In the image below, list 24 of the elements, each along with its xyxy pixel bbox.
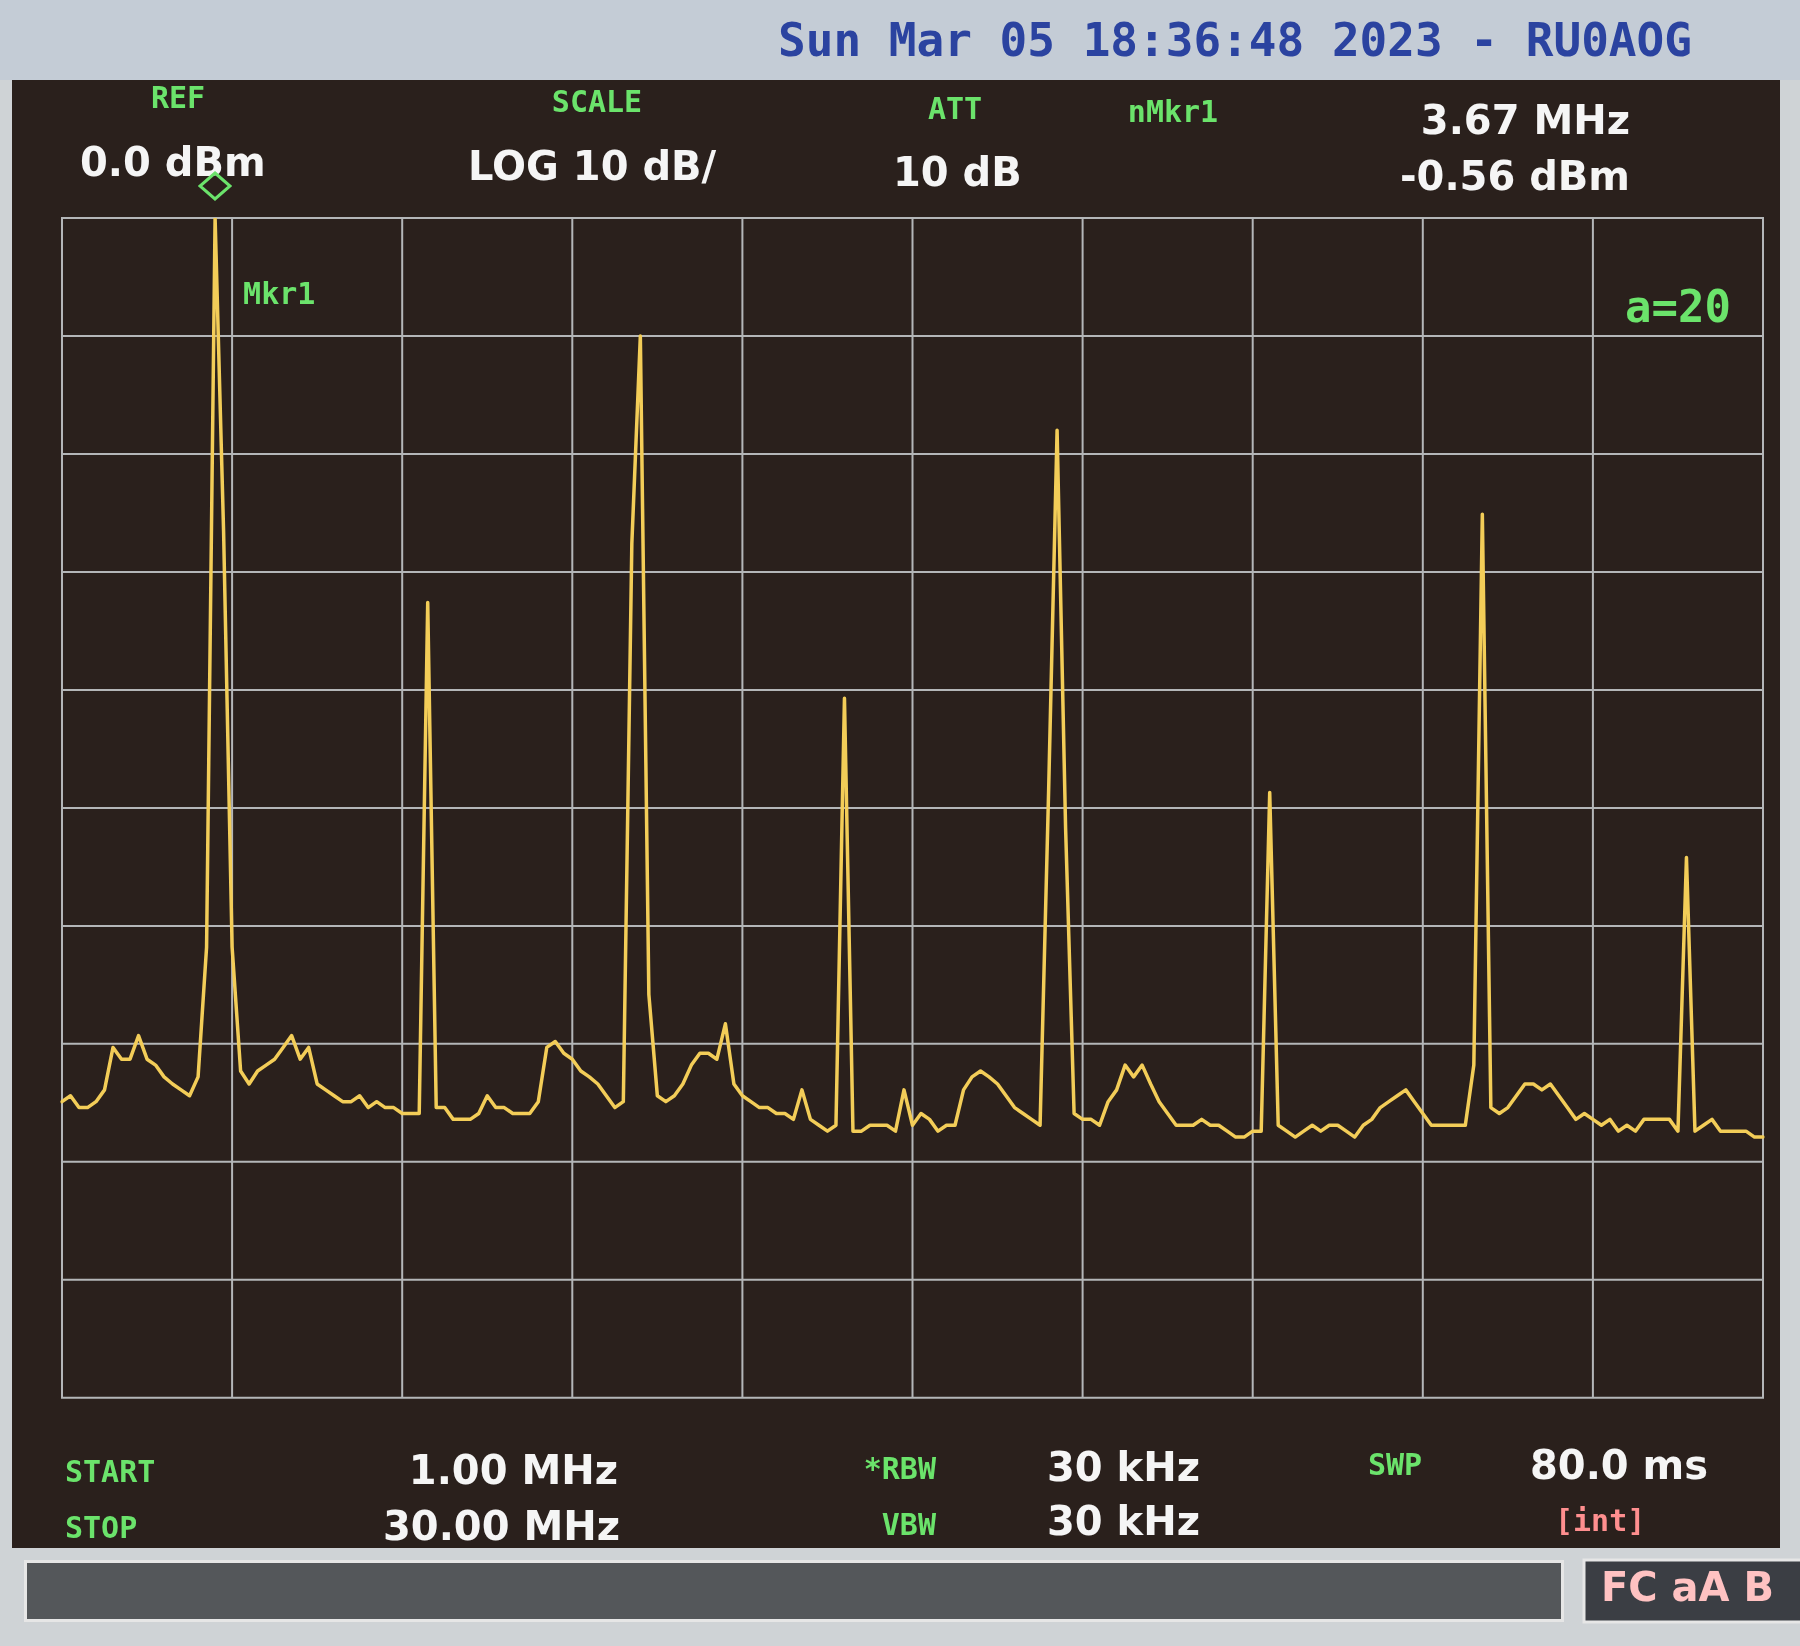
text: SCALE — [551, 83, 643, 119]
text: VBW — [881, 1506, 937, 1542]
text: 1.00 MHz — [408, 1447, 618, 1494]
annotation: a=20 — [1625, 281, 1731, 333]
annotation: Mkr1 — [243, 275, 316, 311]
text: 10 dB — [893, 149, 1022, 196]
text: nMkr1 — [1127, 93, 1219, 129]
text: -0.56 dBm — [1399, 153, 1630, 200]
text: 30 kHz — [1047, 1444, 1200, 1491]
text: 30.00 MHz — [382, 1503, 620, 1550]
text: LOG 10 dB/ — [468, 143, 717, 190]
text: STOP — [65, 1509, 138, 1545]
text: 0.0 dBm — [80, 139, 266, 186]
text: 30 kHz — [1047, 1498, 1200, 1545]
text: REF — [150, 79, 206, 115]
chart-title: Sun Mar 05 18:36:48 2023 - RU0AOG — [778, 12, 1692, 67]
text: FC aA B — [1601, 1564, 1774, 1611]
text: 80.0 ms — [1530, 1442, 1709, 1489]
text: [int] — [1555, 1502, 1646, 1538]
text: ATT — [927, 90, 983, 126]
text: 3.67 MHz — [1420, 97, 1630, 144]
text: SWP — [1368, 1446, 1423, 1482]
text: START — [65, 1453, 156, 1489]
text: *RBW — [863, 1450, 937, 1486]
